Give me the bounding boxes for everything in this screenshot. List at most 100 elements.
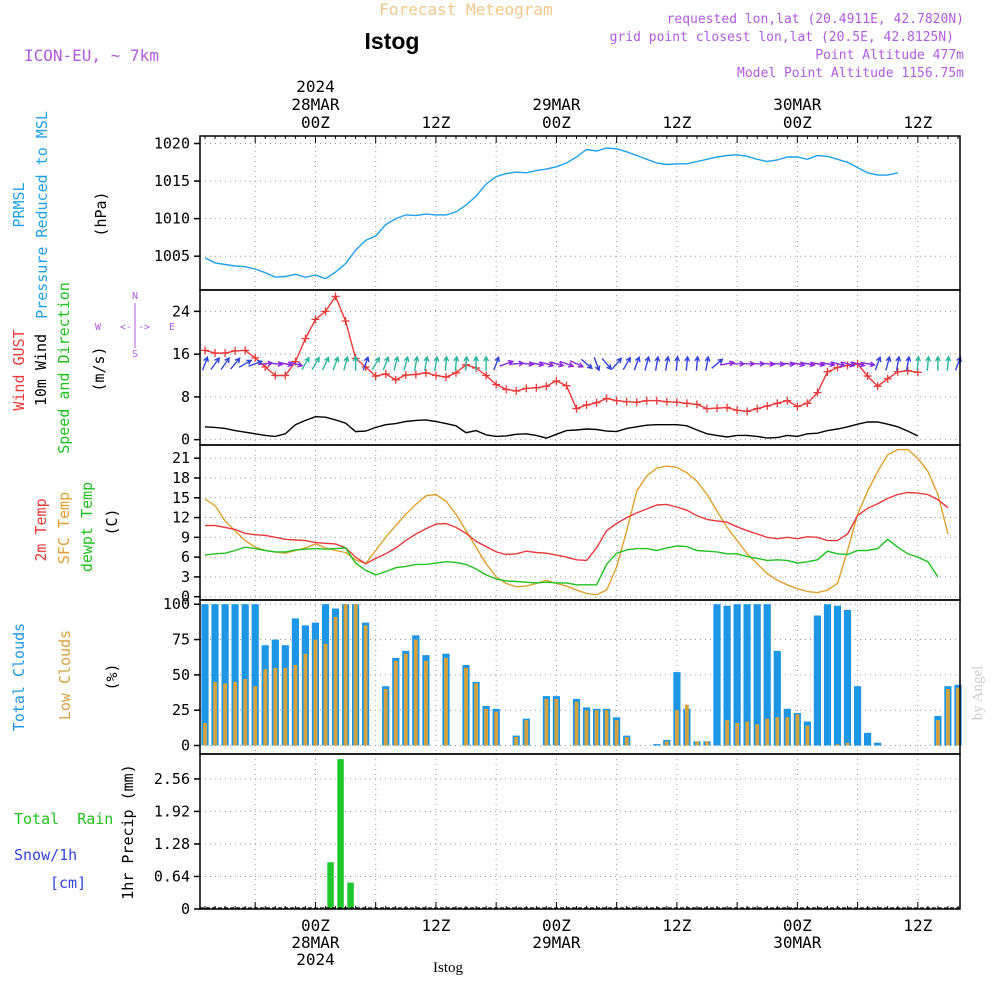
wind-direction-arrow <box>915 355 922 371</box>
low-cloud-bar <box>393 660 398 746</box>
low-cloud-bar <box>584 710 589 746</box>
gust-marker <box>271 371 280 380</box>
wind-unit: (m/s) <box>90 346 108 391</box>
total-cloud-bar <box>733 604 741 746</box>
compass-rose: N S W E <-|-> <box>95 291 175 360</box>
total-cloud-bar <box>713 604 721 746</box>
total-cloud-bar <box>221 604 229 746</box>
gust-marker <box>492 380 501 389</box>
y-tick-label-temperature: 21 <box>172 449 190 467</box>
wind-direction-arrow <box>352 355 359 371</box>
y-tick-label-wind: 24 <box>172 302 190 320</box>
low-cloud-bar <box>383 689 388 746</box>
gust-marker <box>251 353 260 362</box>
total-cloud-bar <box>753 604 761 746</box>
gust-marker <box>301 334 310 343</box>
low-cloud-bar <box>594 710 599 746</box>
y-tick-label-temperature: 6 <box>181 548 190 566</box>
wind-direction-arrow <box>343 355 350 371</box>
low-cloud-bar <box>745 721 750 746</box>
gust-marker <box>873 382 882 391</box>
gust-marker <box>482 371 491 380</box>
wind-direction-arrow <box>633 355 641 371</box>
gust-marker <box>733 406 742 415</box>
gust-marker <box>783 396 792 405</box>
low-cloud-bar <box>223 683 227 746</box>
series-line-10m-wind <box>204 415 919 439</box>
gust-marker <box>652 396 661 405</box>
gridpoint-coords: grid point closest lon,lat (20.5E, 42.81… <box>610 30 954 45</box>
wind-direction-arrow <box>711 358 724 369</box>
gust-marker <box>692 400 701 409</box>
y-tick-label-clouds: 75 <box>172 631 190 649</box>
time-label-top: 00Z <box>783 113 812 132</box>
panel-frames <box>199 135 961 910</box>
series-line-prmsl <box>204 147 898 280</box>
wind-direction-arrow <box>664 355 671 371</box>
gust-marker <box>221 349 230 358</box>
low-cloud-bar <box>343 604 348 746</box>
wind-direction-arrow <box>238 359 253 368</box>
wind-direction-arrow <box>684 355 691 371</box>
gust-marker <box>401 370 410 379</box>
gust-marker <box>311 315 320 324</box>
y-tick-label-clouds: 0 <box>181 737 190 755</box>
gust-marker <box>893 367 902 376</box>
total-cloud-bar <box>874 742 882 746</box>
compass-north: N <box>132 291 138 302</box>
wind-direction-arrow <box>288 361 304 368</box>
total-cloud-bar <box>773 650 781 746</box>
wind-direction-arrow <box>539 361 555 368</box>
low-cloud-bar <box>263 669 268 746</box>
low-cloud-bar <box>353 604 358 746</box>
time-label-top: 29MAR <box>532 95 581 114</box>
time-label-top: 2024 <box>296 77 335 96</box>
wind-direction-arrow <box>493 355 500 371</box>
gust-marker <box>231 346 240 355</box>
wind-direction-arrow <box>885 355 892 371</box>
requested-coords: requested lon,lat (20.4911E, 42.7820N) <box>667 12 964 27</box>
grid-lines <box>200 136 960 910</box>
gust-marker <box>562 381 571 390</box>
pressure-label-msl: Pressure Reduced to MSL <box>33 111 51 319</box>
total-cloud-bar <box>854 686 862 746</box>
gust-marker <box>592 398 601 407</box>
time-label-top: 30MAR <box>773 95 822 114</box>
gust-marker <box>241 346 250 355</box>
gust-marker <box>381 369 390 378</box>
rain-bar <box>337 759 344 909</box>
product-title: Forecast Meteogram <box>379 0 552 19</box>
pressure-unit: (hPa) <box>92 191 110 236</box>
wind-direction-arrow <box>830 361 846 368</box>
wind-direction-arrow <box>840 361 856 368</box>
low-cloud-bar <box>946 689 950 746</box>
low-cloud-bar <box>253 686 258 746</box>
total-cloud-bar <box>211 604 219 746</box>
wind-direction-arrow <box>611 357 623 370</box>
low-cloud-bar <box>444 657 448 746</box>
wind-direction-arrow <box>301 356 310 371</box>
total-cloud-bar <box>743 604 751 746</box>
wind-direction-arrow <box>559 360 575 368</box>
wind-direction-arrow <box>895 355 902 371</box>
wind-direction-arrow <box>654 355 661 371</box>
total-clouds-label: Total Clouds <box>10 623 28 731</box>
wind-direction-arrow <box>403 355 410 371</box>
low-cloud-bar <box>705 741 709 746</box>
wind-direction-arrow <box>674 355 681 371</box>
wind-direction-arrow <box>622 356 631 371</box>
time-label-top: 12Z <box>421 113 450 132</box>
gust-marker <box>582 400 591 409</box>
wind-dir-label: Speed and Direction <box>55 282 73 454</box>
total-cloud-bar <box>231 604 239 746</box>
low-cloud-bar <box>213 681 217 746</box>
wind-direction-arrow <box>945 355 952 371</box>
snow-label: Snow/1h <box>14 846 77 864</box>
low-cloud-bar <box>464 667 468 746</box>
wind-direction-arrow <box>720 360 736 367</box>
total-cloud-bar <box>251 604 259 746</box>
gust-marker <box>321 307 330 316</box>
low-cloud-bar <box>424 660 428 746</box>
y-tick-label-precipitation: 0.64 <box>154 867 190 885</box>
